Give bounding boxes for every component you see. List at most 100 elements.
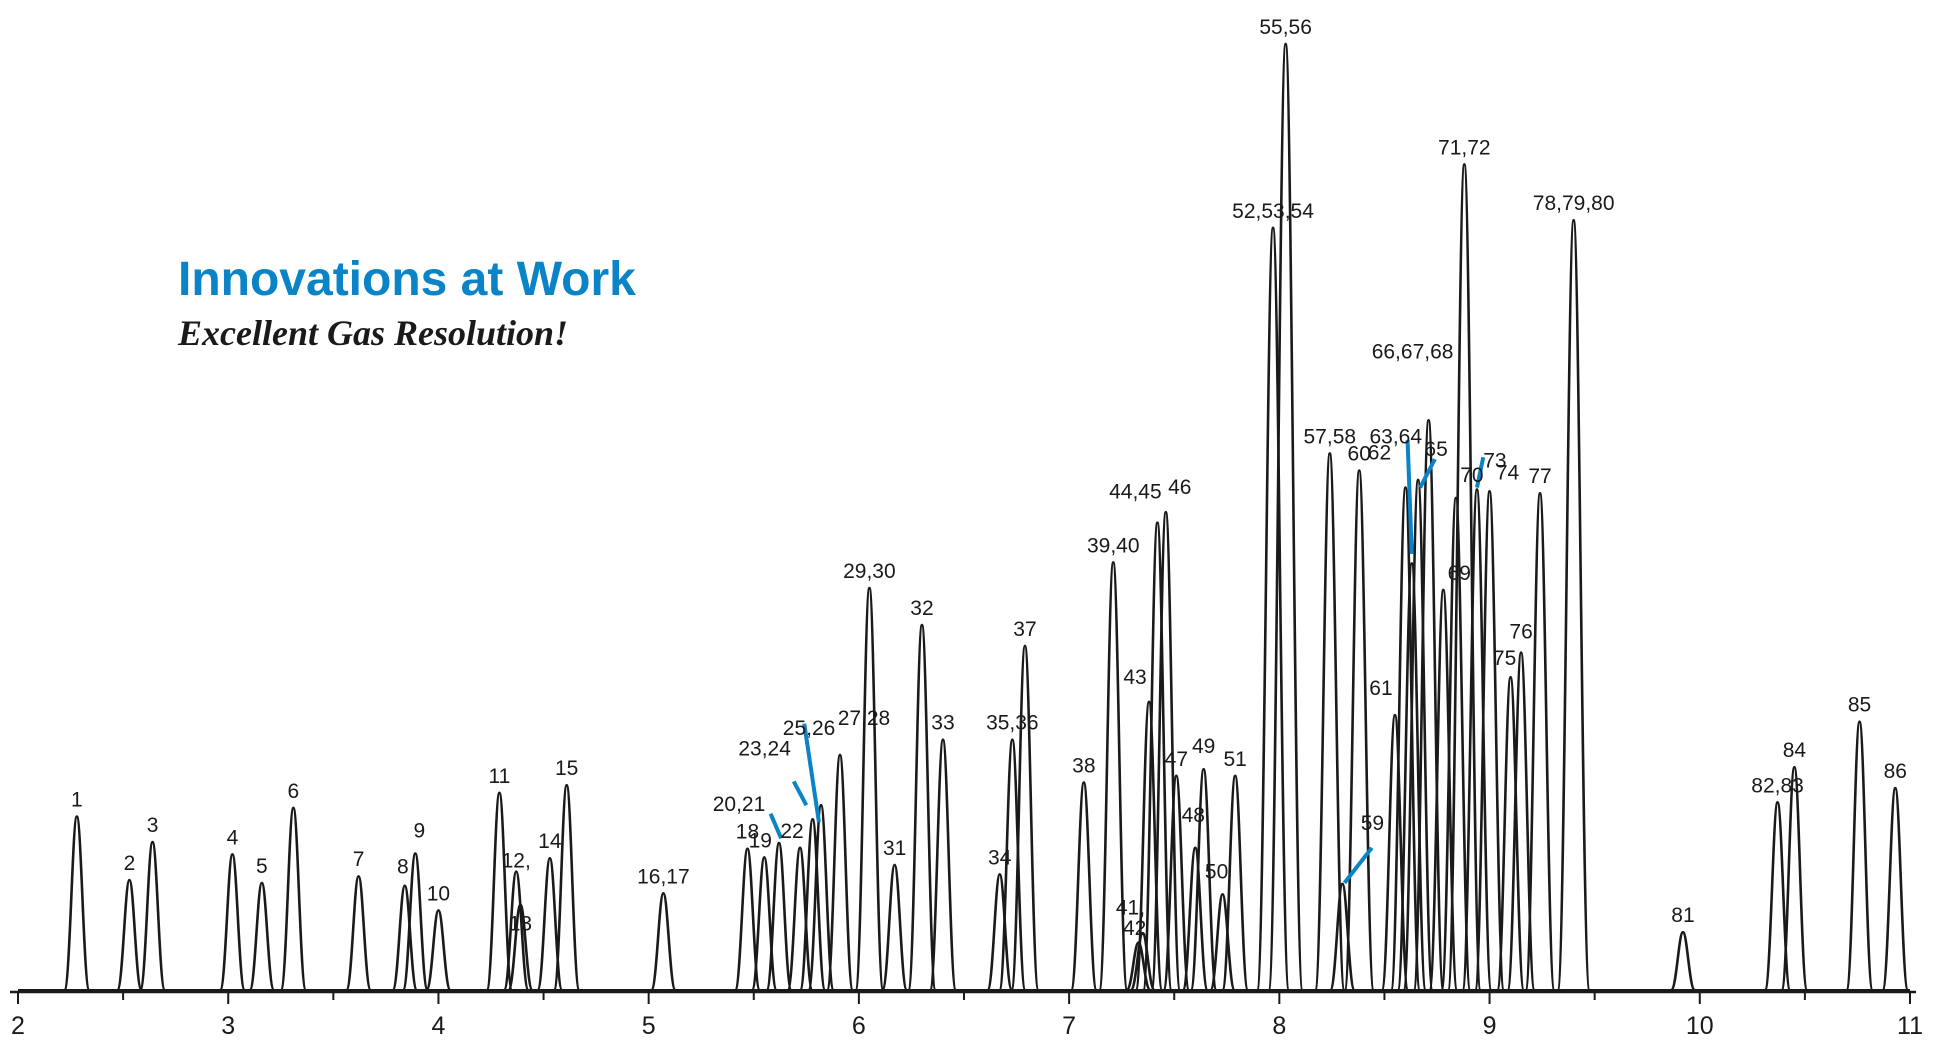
peak-18 bbox=[750, 855, 778, 992]
peak-13 bbox=[507, 903, 534, 992]
peak-35 bbox=[1134, 700, 1164, 992]
peak-1 bbox=[63, 815, 91, 992]
peak-label-44: 55,56 bbox=[1259, 16, 1312, 39]
peak-28 bbox=[986, 873, 1014, 992]
peak-label-16: 16,17 bbox=[637, 865, 690, 888]
peak-label-51: 65 bbox=[1424, 438, 1447, 461]
peak-24 bbox=[854, 586, 885, 992]
peak-label-53: 69 bbox=[1448, 562, 1471, 585]
peak-41 bbox=[1209, 892, 1236, 992]
peak-label-38: 47 bbox=[1165, 748, 1188, 771]
peak-29 bbox=[998, 738, 1027, 992]
x-tick-label-10: 10 bbox=[1686, 1012, 1714, 1040]
peak-label-7: 7 bbox=[353, 848, 365, 871]
peak-15 bbox=[552, 783, 581, 992]
peak-label-63: 82,83 bbox=[1751, 774, 1804, 797]
peak-label-31: 38 bbox=[1072, 754, 1095, 777]
peak-label-14: 14 bbox=[538, 830, 562, 853]
peak-49 bbox=[1389, 486, 1422, 992]
peak-label-24: 29,30 bbox=[843, 560, 896, 583]
peak-label-18: 19 bbox=[749, 829, 772, 852]
peak-50 bbox=[1396, 562, 1427, 992]
peak-21 bbox=[798, 818, 827, 992]
peak-label-34: 42 bbox=[1123, 917, 1146, 940]
callout-group bbox=[768, 440, 1486, 885]
peak-60 bbox=[1524, 491, 1556, 992]
peak-label-20: 22 bbox=[780, 820, 803, 843]
peak-27 bbox=[928, 738, 958, 992]
peak-label-59: 76 bbox=[1509, 621, 1532, 644]
peak-label-8: 8 bbox=[397, 856, 409, 879]
x-tick-label-3: 3 bbox=[221, 1012, 235, 1040]
peak-4 bbox=[218, 853, 246, 992]
x-tick-label-2: 2 bbox=[11, 1012, 25, 1040]
peak-39 bbox=[1181, 846, 1209, 992]
peak-label-41: 50 bbox=[1205, 860, 1228, 883]
peak-label-64: 84 bbox=[1783, 739, 1807, 762]
peak-40 bbox=[1189, 767, 1218, 992]
peak-label-50: 63,64 bbox=[1369, 425, 1422, 448]
peak-label-40: 49 bbox=[1192, 735, 1215, 758]
peak-66 bbox=[1881, 786, 1910, 992]
peak-label-25: 31 bbox=[883, 837, 906, 860]
peak-8 bbox=[391, 884, 419, 992]
peak-label-58: 75 bbox=[1493, 647, 1516, 670]
callout-line-2 bbox=[791, 780, 809, 807]
peak-label-2: 2 bbox=[124, 852, 136, 875]
peak-label-48: 61 bbox=[1369, 677, 1392, 700]
peak-label-60: 77 bbox=[1528, 465, 1551, 488]
chart-subtitle: Excellent Gas Resolution! bbox=[177, 313, 568, 353]
peak-label-10: 10 bbox=[427, 882, 450, 905]
peak-11 bbox=[485, 791, 514, 992]
x-tick-label-8: 8 bbox=[1272, 1012, 1286, 1040]
x-tick-label-4: 4 bbox=[431, 1012, 445, 1040]
peak-label-13: 13 bbox=[509, 913, 532, 936]
peak-label-45: 57,58 bbox=[1304, 425, 1357, 448]
x-tick-label-11: 11 bbox=[1897, 1012, 1923, 1040]
peak-64 bbox=[1780, 765, 1809, 992]
peak-label-37: 46 bbox=[1168, 476, 1191, 499]
peak-7 bbox=[345, 874, 372, 992]
peak-label-57: 74 bbox=[1496, 461, 1520, 484]
peak-label-22: 25,26 bbox=[783, 717, 836, 740]
peak-label-21: 23,24 bbox=[738, 737, 791, 760]
peak-label-19: 20,21 bbox=[713, 793, 766, 816]
x-tick-label-7: 7 bbox=[1062, 1012, 1076, 1040]
peak-51 bbox=[1402, 478, 1434, 992]
peak-label-26: 32 bbox=[910, 597, 933, 620]
peak-42 bbox=[1221, 774, 1250, 992]
peak-57 bbox=[1473, 490, 1506, 992]
peak-label-52: 66,67,68 bbox=[1372, 340, 1454, 363]
peak-label-17: 18 bbox=[736, 821, 759, 844]
peak-label-42: 51 bbox=[1224, 748, 1247, 771]
peak-48 bbox=[1380, 713, 1410, 992]
peak-25 bbox=[881, 863, 909, 992]
peak-34 bbox=[1129, 931, 1156, 992]
peak-label-43: 52,53,54 bbox=[1232, 200, 1314, 223]
peak-9 bbox=[401, 852, 429, 992]
peak-61 bbox=[1556, 218, 1591, 992]
x-tick-label-9: 9 bbox=[1483, 1012, 1497, 1040]
peak-label-55: 71,72 bbox=[1438, 136, 1491, 159]
peak-38 bbox=[1162, 774, 1191, 992]
peak-2 bbox=[116, 878, 143, 992]
peak-label-11: 11 bbox=[489, 765, 511, 788]
peak-label-23: 27,28 bbox=[838, 707, 891, 730]
peak-label-32: 39,40 bbox=[1087, 534, 1140, 557]
callout-line-1 bbox=[768, 812, 783, 840]
callout-line-4 bbox=[1342, 846, 1374, 885]
callout-line-5 bbox=[1405, 440, 1414, 554]
peak-58 bbox=[1496, 675, 1526, 992]
peak-label-54: 70 bbox=[1460, 464, 1483, 487]
peak-62 bbox=[1669, 930, 1697, 992]
x-tick-label-6: 6 bbox=[852, 1012, 866, 1040]
peak-label-62: 81 bbox=[1671, 904, 1694, 927]
title-block: Innovations at Work Excellent Gas Resolu… bbox=[177, 253, 636, 353]
peak-6 bbox=[279, 806, 308, 992]
peak-22 bbox=[807, 803, 835, 992]
peak-label-6: 6 bbox=[288, 780, 300, 803]
peak-31 bbox=[1069, 781, 1098, 992]
peak-label-35: 43 bbox=[1123, 666, 1146, 689]
peak-label-27: 33 bbox=[931, 712, 954, 735]
